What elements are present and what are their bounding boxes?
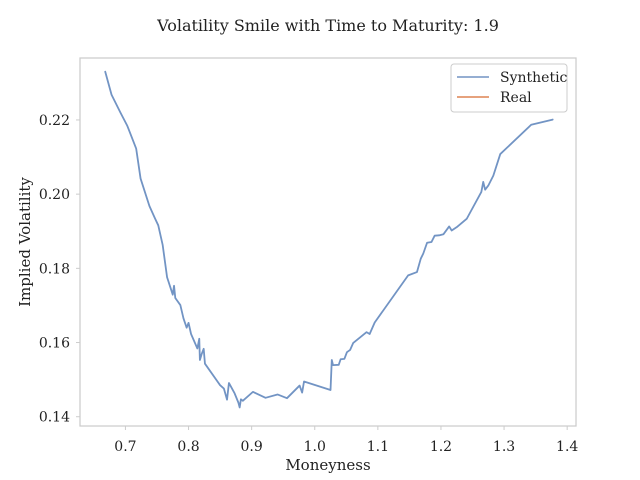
y-axis-label: Implied Volatility [16, 177, 34, 307]
x-tick-label: 0.7 [114, 439, 136, 455]
legend-label-real: Real [500, 90, 532, 106]
legend: Synthetic Real [450, 63, 568, 113]
legend-box [450, 63, 568, 113]
legend-label-synthetic: Synthetic [500, 70, 568, 86]
x-tick-label: 0.9 [241, 439, 263, 455]
chart-title: Volatility Smile with Time to Maturity: … [156, 16, 499, 35]
x-tick-label: 1.1 [367, 439, 389, 455]
series-layer [104, 70, 554, 409]
x-tick-label: 1.2 [430, 439, 452, 455]
y-tick-label: 0.16 [39, 336, 70, 352]
y-tick-label: 0.18 [39, 261, 70, 277]
x-tick-label: 1.4 [556, 439, 578, 455]
x-tick-label: 1.0 [304, 439, 326, 455]
series-line-synthetic [104, 70, 554, 409]
plot-area: 0.7 0.8 0.9 1.0 1.1 1.2 1.3 1.4 0.14 0.16 0.18 0.2… [39, 57, 578, 455]
y-tick-label: 0.20 [39, 187, 70, 203]
axes-frame [79, 57, 577, 427]
y-tick-label: 0.14 [39, 410, 70, 426]
x-tick-label: 0.8 [177, 439, 199, 455]
x-tick-label: 1.3 [493, 439, 515, 455]
x-axis-label: Moneyness [285, 456, 370, 474]
y-tick-label: 0.22 [39, 113, 70, 129]
y-axis-ticks: 0.14 0.16 0.18 0.20 0.22 [39, 113, 80, 426]
x-axis-ticks: 0.7 0.8 0.9 1.0 1.1 1.2 1.3 1.4 [114, 426, 578, 455]
